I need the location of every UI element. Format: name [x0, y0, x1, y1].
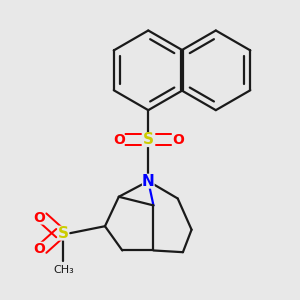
Text: O: O — [33, 211, 45, 224]
Text: N: N — [142, 174, 155, 189]
Text: CH₃: CH₃ — [53, 265, 74, 275]
Text: O: O — [172, 133, 184, 147]
Text: S: S — [58, 226, 69, 241]
Text: O: O — [113, 133, 125, 147]
Text: S: S — [143, 132, 154, 147]
Text: O: O — [33, 242, 45, 256]
